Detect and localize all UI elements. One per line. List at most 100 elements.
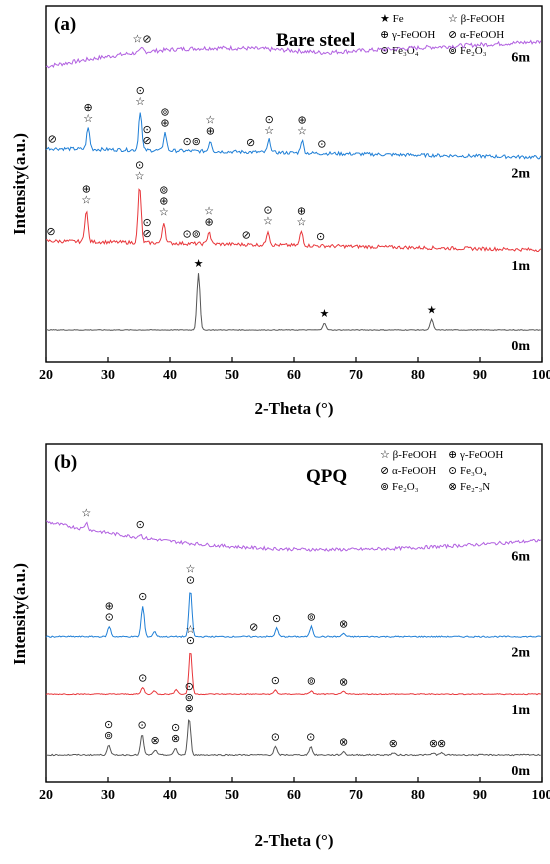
phase-marker: ⊙	[105, 612, 114, 624]
phase-marker: ☆	[186, 563, 196, 575]
phase-marker: ⊕	[159, 196, 168, 208]
phase-marker: ⊘	[142, 228, 151, 240]
phase-marker: ⊙	[171, 722, 180, 734]
phase-marker: ⊙	[136, 519, 145, 531]
legend-item: ★ Fe	[380, 13, 404, 25]
phase-marker: ⊗	[185, 703, 194, 715]
phase-marker: ⊕	[297, 115, 306, 127]
phase-marker: ⊙	[316, 231, 325, 243]
x-axis-label-b: 2-Theta (°)	[254, 831, 333, 850]
phase-marker: ☆⊘	[133, 34, 152, 46]
series-label-2m: 2m	[511, 646, 530, 661]
x-tick-label: 70	[349, 788, 363, 803]
phase-marker: ☆	[263, 216, 273, 228]
phase-marker: ⊕	[84, 102, 93, 114]
curves-b: 6m☆⊙2m⊙⊕⊙⊙☆⊘⊙ ⊚⊗1m⊙⊙☆⊙ ⊚ ⊗0m⊚⊙ ⊙⊗ ⊗⊙⊗⊚⊙⊙ ⊙ ⊗ ⊗ ⊗⊗	[45, 508, 542, 779]
x-tick-label: 50	[225, 788, 239, 803]
series-label-0m: 0m	[511, 339, 530, 354]
x-ticks-b: 20 30 40 50 60 70 80 90 100	[39, 777, 550, 803]
phase-marker: ★	[319, 308, 329, 320]
phase-marker: ⊙	[271, 732, 280, 744]
phase-marker: ⊙	[271, 675, 280, 687]
phase-marker: ⊙	[265, 114, 274, 126]
phase-marker: ☆	[81, 508, 91, 520]
phase-marker: ⊗	[389, 738, 398, 750]
series-label-6m: 6m	[511, 549, 530, 564]
phase-marker: ★	[427, 304, 437, 316]
phase-marker: ⊚	[160, 107, 169, 119]
phase-marker: ⊕	[206, 126, 215, 138]
phase-marker: ⊙	[317, 138, 326, 150]
phase-marker: ⊕	[160, 118, 169, 130]
x-tick-label: 40	[163, 788, 177, 803]
x-tick-label: 60	[287, 788, 301, 803]
x-tick-label: 20	[39, 788, 53, 803]
phase-marker: ⊙	[142, 217, 151, 229]
series-label-0m: 0m	[511, 764, 530, 779]
curves-a: 6m☆⊘2m⊘☆⊕ ☆⊙⊘⊙⊕⊚⊙⊚⊕☆⊘☆⊙☆⊕⊙1m⊘☆⊕☆⊙⊘⊙☆⊕⊚⊙⊚⊕…	[45, 34, 542, 354]
phase-marker: ⊙	[137, 720, 146, 732]
series-line-2m	[45, 112, 542, 160]
phase-marker: ⊕	[82, 184, 91, 196]
phase-marker: ☆	[135, 171, 145, 183]
legend-item: ☆ β-FeOOH	[448, 13, 505, 25]
phase-marker: ⊙	[138, 591, 147, 603]
legend-item: ☆ β-FeOOH	[380, 449, 437, 461]
phase-marker: ⊗	[339, 676, 348, 688]
phase-marker: ⊚	[307, 676, 316, 688]
phase-marker: ⊙	[306, 732, 315, 744]
series-line-6m	[45, 520, 542, 552]
x-tick-label: 20	[39, 368, 53, 383]
plot-frame-a	[45, 5, 543, 363]
phase-marker: ☆	[204, 205, 214, 217]
x-axis-label-a: 2-Theta (°)	[254, 399, 333, 418]
phase-marker: ⊙	[142, 124, 151, 136]
phase-marker: ⊚	[159, 185, 168, 197]
phase-marker: ⊙	[263, 205, 272, 217]
x-tick-label: 100	[532, 788, 550, 803]
phase-marker: ⊚	[307, 612, 316, 624]
x-tick-label: 90	[473, 368, 487, 383]
phase-marker: ⊙	[186, 574, 195, 586]
panel-b: (b) QPQ Intensity(a.u.) 2-Theta (°) ☆ β-…	[10, 443, 550, 850]
phase-marker: ⊕	[297, 205, 306, 217]
phase-marker: ☆	[264, 125, 274, 137]
phase-marker: ☆	[205, 115, 215, 127]
x-tick-label: 90	[473, 788, 487, 803]
phase-marker: ⊘	[242, 230, 251, 242]
phase-marker: ⊙	[186, 635, 195, 647]
x-tick-label: 60	[287, 368, 301, 383]
x-tick-label: 30	[101, 788, 115, 803]
x-tick-label: 80	[411, 368, 425, 383]
series-line-1m	[45, 188, 542, 252]
phase-marker: ⊕	[204, 216, 213, 228]
phase-marker: ⊗	[339, 737, 348, 749]
phase-marker: ☆	[135, 96, 145, 108]
x-tick-label: 70	[349, 368, 363, 383]
plot-frame-b	[45, 443, 543, 783]
series-label-1m: 1m	[511, 703, 530, 718]
phase-marker: ⊗	[171, 733, 180, 745]
series-line-1m	[45, 652, 541, 696]
phase-marker: ⊙⊚	[182, 229, 200, 241]
phase-marker: ⊕	[105, 601, 114, 613]
legend-b: ☆ β-FeOOH ⊕ γ-FeOOH ⊘ α-FeOOH ⊙ Fe₃O₄ ⊚ Fe₂O…	[380, 449, 503, 493]
x-tick-label: 100	[532, 368, 550, 383]
series-line-2m	[45, 592, 541, 638]
series-line-0m	[45, 719, 541, 757]
chart-title-b: QPQ	[306, 466, 347, 487]
phase-marker: ☆	[159, 207, 169, 219]
phase-marker: ⊘	[46, 226, 55, 238]
legend-item: ⊘ α-FeOOH	[380, 465, 436, 477]
phase-marker: ⊘	[246, 137, 255, 149]
x-ticks-a: 20 30 40 50 60 70 80 90 100	[39, 357, 550, 383]
y-axis-label-b: Intensity(a.u.)	[10, 563, 29, 665]
series-label-2m: 2m	[511, 166, 530, 181]
x-tick-label: 80	[411, 788, 425, 803]
phase-marker: ⊘	[48, 134, 57, 146]
phase-marker: ⊘	[142, 135, 151, 147]
legend-a: ★ Fe ☆ β-FeOOH⊕ γ-FeOOH ⊘ α-FeOOH⊙ Fe₃O₄ ⊚ …	[380, 13, 505, 57]
series-label-6m: 6m	[511, 51, 530, 66]
x-tick-label: 40	[163, 368, 177, 383]
